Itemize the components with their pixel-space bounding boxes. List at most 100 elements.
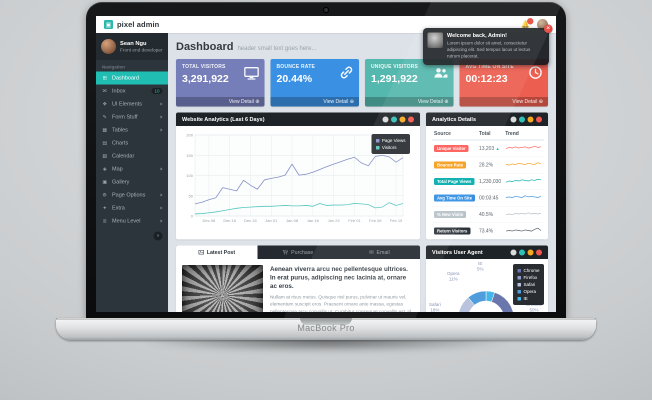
collapse-button[interactable] [527, 116, 534, 123]
stat-value: 3,291,922 [182, 73, 229, 85]
trend-sparkline [506, 145, 542, 149]
sidebar-item-page-options[interactable]: ⚙ Page Options [96, 189, 168, 202]
menu-level-icon: ≣ [102, 218, 107, 224]
expand-button[interactable] [382, 116, 389, 123]
stat-avg-time-on-site: AVG TIME ON SITE 00:12:23 View Detail ⊕ [459, 59, 548, 107]
collapse-button[interactable] [527, 249, 534, 256]
welcome-notification-popup: Welcome back, Admin! Lorem ipsum dolor s… [423, 24, 553, 66]
expand-button[interactable] [510, 249, 517, 256]
gallery-icon: ▣ [102, 179, 108, 185]
reload-button[interactable] [519, 249, 525, 256]
total-value: 28.2% [478, 162, 494, 168]
tables-icon: ▦ [102, 127, 108, 133]
chevron-right-icon [160, 206, 163, 210]
tab-label: Purchase [291, 249, 314, 256]
view-detail-button[interactable]: View Detail ⊕ [176, 97, 265, 107]
sidebar-item-extra[interactable]: ✦ Extra [96, 202, 168, 215]
chevron-right-icon [160, 115, 163, 119]
page-subtitle: header small text goes here... [237, 44, 317, 52]
reload-button[interactable] [519, 116, 525, 123]
page-title: Dashboard [176, 40, 234, 53]
navbar-user-avatar[interactable] [537, 19, 548, 30]
view-detail-button[interactable]: View Detail ⊕ [459, 97, 548, 107]
svg-text:150: 150 [186, 153, 193, 158]
close-icon[interactable]: ✕ [544, 24, 553, 33]
table-row: Total Page Views 1,230,030 [432, 173, 545, 190]
circle-plus-icon: ⊕ [444, 99, 449, 105]
macbook-label: MacBook Pro [297, 323, 355, 333]
close-button[interactable] [536, 249, 542, 256]
link-icon [339, 65, 354, 83]
svg-text:Jan 24: Jan 24 [328, 218, 341, 223]
laptop-bezel: ▣ pixel admin 🔔 Sean Ngu F [86, 2, 566, 318]
donut-label-opera: Opera 11% [447, 271, 460, 282]
sidebar-item-form-stuff[interactable]: ✎ Form Stuff [96, 111, 168, 124]
chart-legend: Page Views Visitors [371, 134, 410, 154]
tab-latest-post[interactable]: Latest Post [176, 245, 258, 259]
sidebar-profile[interactable]: Sean Ngu Front end developer [96, 33, 168, 60]
table-row: Bounce Rate 28.2% [432, 156, 545, 174]
website-analytics-panel: Website Analytics (Last 6 Days) [176, 112, 420, 240]
chevron-right-icon [160, 193, 163, 197]
sidebar-item-label: Tables [112, 127, 128, 133]
sidebar-item-menu-level[interactable]: ≣ Menu Level [96, 215, 168, 228]
sidebar-item-label: Calendar [112, 153, 135, 159]
legend-dot [517, 296, 521, 301]
line-chart-svg: 0 50 100 150 200 Dec 08 Dec 16 Dec 24 Jan 01 Jan … [186, 133, 404, 223]
sidebar-item-label: Form Stuff [112, 114, 138, 120]
column-header: Total [476, 127, 504, 141]
reload-button[interactable] [391, 116, 397, 123]
legend-label: Visitors [381, 145, 397, 150]
close-button[interactable] [408, 116, 414, 123]
sidebar-item-tables[interactable]: ▦ Tables [96, 124, 168, 137]
charts-icon: ▤ [102, 140, 108, 146]
sidebar-item-label: Menu Level [112, 218, 141, 224]
user-name: Sean Ngu [120, 40, 147, 47]
sidebar-item-ui-elements[interactable]: ❖ UI Elements [96, 98, 168, 111]
table-row: Return Visitors 73.4% [432, 222, 545, 240]
tab-bar: Latest Post Purchase ✉ Email [176, 245, 420, 260]
sidebar-footer: « [96, 228, 168, 245]
laptop-screen: ▣ pixel admin 🔔 Sean Ngu F [96, 16, 556, 312]
users-icon [433, 65, 449, 84]
sidebar-item-charts[interactable]: ▤ Charts [96, 137, 168, 150]
laptop-base: MacBook Pro [56, 318, 596, 340]
extra-icon: ✦ [102, 205, 107, 211]
donut-legend: Chrome Firefox Safari Opera IE [512, 264, 544, 305]
stat-unique-visitors: UNIQUE VISITORS 1,291,922 View Detail ⊕ [365, 59, 454, 107]
sidebar-item-label: Inbox [112, 88, 126, 94]
sidebar-item-map[interactable]: ◈ Map [96, 163, 168, 176]
close-button[interactable] [536, 116, 542, 123]
expand-button[interactable] [510, 116, 517, 123]
view-detail-button[interactable]: View Detail ⊕ [270, 97, 359, 107]
sidebar-item-gallery[interactable]: ▣ Gallery [96, 176, 168, 189]
sidebar-item-inbox[interactable]: ✉ Inbox 10 [96, 85, 168, 98]
sidebar-minify-button[interactable]: « [153, 231, 163, 241]
tab-email[interactable]: ✉ Email [339, 246, 420, 260]
tab-purchase[interactable]: Purchase [257, 246, 338, 260]
cart-icon [283, 249, 289, 256]
notification-bell-icon[interactable]: 🔔 [521, 18, 534, 29]
image-icon [198, 250, 204, 256]
brand-title[interactable]: pixel admin [117, 20, 160, 29]
stat-total-visitors: TOTAL VISITORS 3,291,922 View Detail ⊕ [176, 59, 265, 107]
svg-text:200: 200 [186, 133, 193, 138]
sidebar-item-label: Page Options [112, 192, 146, 198]
collapse-button[interactable] [399, 116, 406, 123]
sidebar-item-label: UI Elements [112, 101, 142, 107]
svg-text:Jan 08: Jan 08 [286, 218, 299, 223]
svg-text:0: 0 [191, 214, 194, 219]
column-header: Source [432, 127, 477, 141]
total-value: 40.5% [478, 211, 494, 218]
source-badge: Return Visitors [434, 227, 471, 235]
view-detail-button[interactable]: View Detail ⊕ [365, 97, 454, 107]
sidebar-item-calendar[interactable]: ▧ Calendar [96, 150, 168, 163]
sidebar-item-dashboard[interactable]: ⊞ Dashboard [96, 71, 168, 85]
svg-text:Dec 08: Dec 08 [203, 218, 216, 223]
stats-row: TOTAL VISITORS 3,291,922 View Detail ⊕ BO… [176, 59, 548, 107]
legend-dot [517, 282, 521, 287]
source-badge: Avg Time On Site [434, 194, 475, 202]
sidebar-item-label: Gallery [112, 179, 130, 185]
